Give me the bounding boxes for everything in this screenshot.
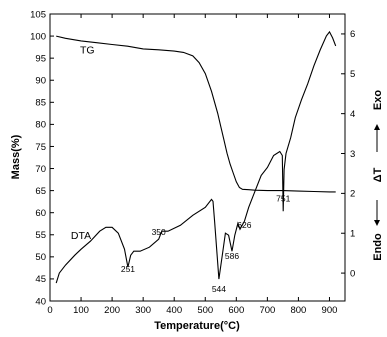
x-tick-label: 400 (166, 305, 182, 316)
right-tick-label: 5 (350, 69, 355, 80)
x-tick-label: 500 (197, 305, 213, 316)
x-tick-label: 200 (104, 305, 120, 316)
right-tick-label: 3 (350, 149, 355, 160)
x-tick-label: 900 (322, 305, 338, 316)
plot-frame (49, 13, 346, 302)
peak-label-751: 751 (276, 194, 290, 204)
right-tick-label: 2 (350, 189, 355, 200)
right-tick-label: 0 (350, 268, 355, 279)
left-tick-label: 65 (35, 186, 46, 197)
left-tick-label: 100 (30, 31, 46, 42)
curve-label-dta: DTA (71, 230, 91, 242)
exo-arrow-head (374, 124, 380, 130)
x-axis-title: Temperature(°C) (154, 320, 240, 332)
right-axis-exo-label: Exo (372, 90, 384, 110)
left-tick-label: 95 (35, 53, 46, 64)
right-tick-label: 1 (350, 229, 355, 240)
x-tick-label: 0 (47, 305, 52, 316)
right-tick-label: 6 (350, 29, 355, 40)
left-axis-title: Mass(%) (10, 134, 22, 179)
left-tick-label: 70 (35, 164, 46, 175)
left-tick-label: 50 (35, 252, 46, 263)
x-tick-label: 600 (228, 305, 244, 316)
left-tick-label: 85 (35, 98, 46, 109)
endo-arrow-head (374, 220, 380, 226)
peak-annotations: TG DTA 251 350 544 586 626 751 (71, 45, 291, 294)
left-tick-label: 40 (35, 296, 46, 307)
left-tick-label: 45 (35, 274, 46, 285)
right-axis-title: ΔT (372, 167, 384, 182)
left-axis-ticks: 40 45 50 55 60 65 70 75 80 85 90 95 100 105 (30, 9, 54, 307)
right-axis-ticks: 0 1 2 3 4 5 6 (341, 29, 355, 279)
peak-label-626: 626 (237, 220, 251, 230)
left-tick-label: 55 (35, 230, 46, 241)
peak-label-544: 544 (212, 284, 226, 294)
dta-series-line (55, 30, 337, 284)
x-tick-label: 100 (73, 305, 89, 316)
curve-label-tg: TG (80, 45, 95, 57)
left-tick-label: 105 (30, 9, 46, 20)
right-axis-endo-label: Endo (372, 233, 384, 261)
left-tick-label: 75 (35, 142, 46, 153)
peak-label-586: 586 (225, 251, 239, 261)
x-tick-label: 800 (290, 305, 306, 316)
right-tick-label: 4 (350, 109, 355, 120)
peak-label-251: 251 (121, 264, 135, 274)
left-tick-label: 90 (35, 76, 46, 87)
x-tick-label: 700 (259, 305, 275, 316)
peak-label-350: 350 (152, 227, 166, 237)
tg-series-line (56, 35, 336, 193)
left-tick-label: 60 (35, 208, 46, 219)
left-tick-label: 80 (35, 120, 46, 131)
x-axis-ticks: 0 100 200 300 400 500 600 700 800 900 (47, 14, 337, 316)
x-tick-label: 300 (135, 305, 151, 316)
